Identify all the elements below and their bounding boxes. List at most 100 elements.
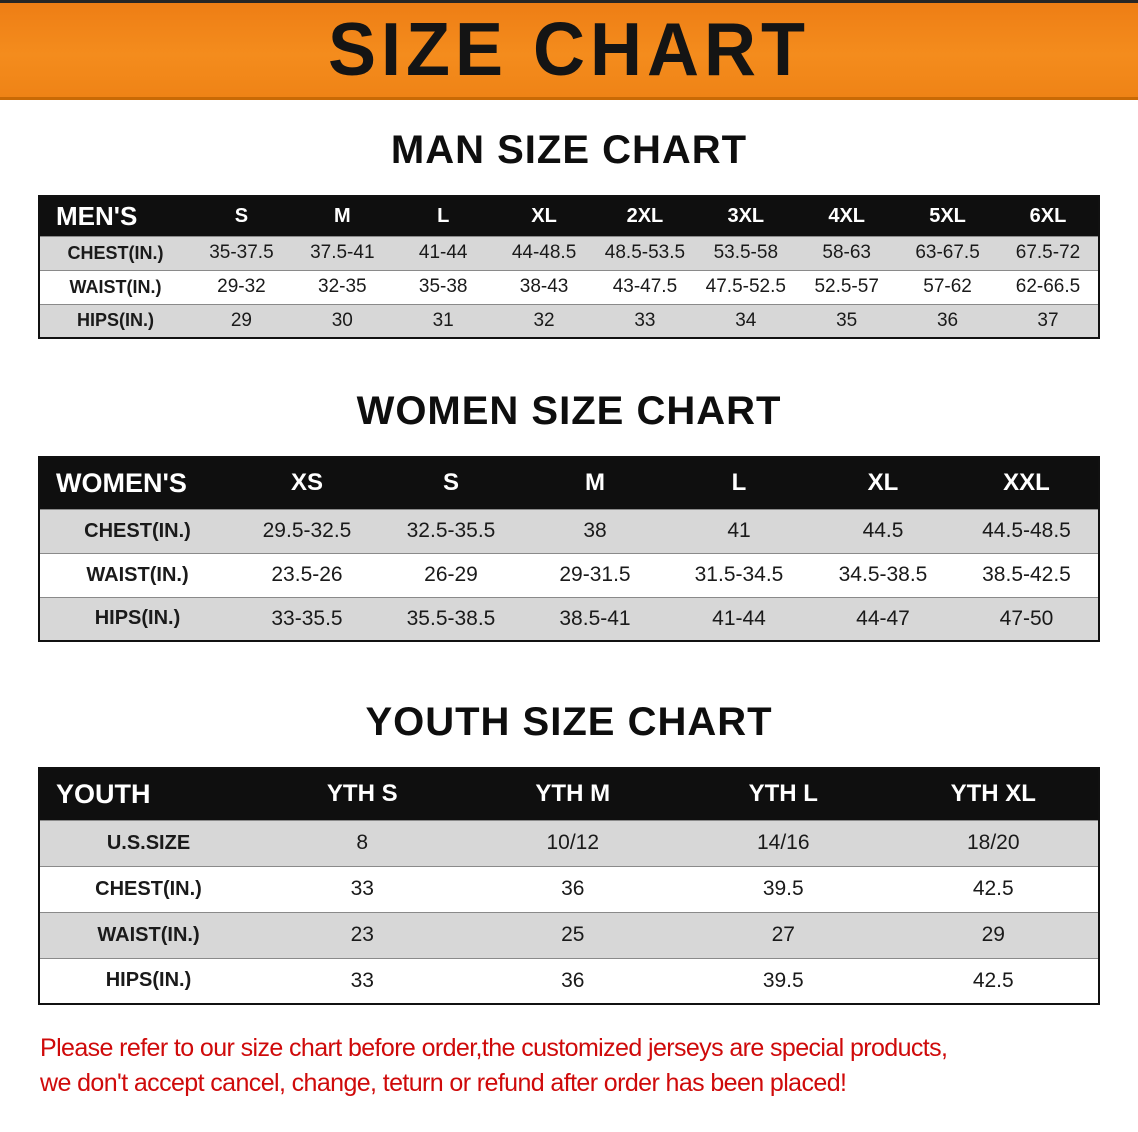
measurement-row: CHEST(IN.) 29.5-32.5 32.5-35.5 38 41 44.5 44.5… [39, 509, 1099, 553]
measurement-row: CHEST(IN.) 33 36 39.5 42.5 [39, 866, 1099, 912]
value-cell: 41 [727, 519, 751, 542]
value-cell: 38 [583, 519, 607, 542]
value-cell: 38.5-42.5 [982, 563, 1071, 586]
size-column-header: L [667, 457, 811, 509]
disclaimer-line-1: Please refer to our size chart before or… [40, 1034, 948, 1062]
value-cell: 36 [561, 968, 585, 992]
value-cell: 44-47 [856, 606, 910, 630]
value-cell: 18/20 [966, 831, 1020, 854]
row-label: WAIST(IN.) [97, 923, 200, 946]
table-title-cell: MEN'S [39, 196, 191, 236]
size-column-header: XL [493, 196, 595, 236]
banner-title: SIZE CHART [328, 8, 810, 93]
size-column-header: 2XL [594, 196, 696, 236]
value-cell: 41-44 [418, 242, 468, 263]
value-cell: 26-29 [424, 563, 478, 586]
disclaimer-line-2: we don't accept cancel, change, teturn o… [40, 1069, 847, 1097]
value-cell: 14/16 [756, 831, 810, 854]
women-section-heading: WOMEN SIZE CHART [356, 389, 782, 433]
row-label: HIPS(IN.) [76, 310, 154, 331]
measurement-row: U.S.SIZE 8 10/12 14/16 18/20 [39, 820, 1099, 866]
size-column-header: M [523, 457, 667, 509]
value-cell: 33-35.5 [271, 606, 343, 630]
disclaimer-note: Please refer to our size chart before or… [40, 1031, 1100, 1101]
table-header-row: YOUTH YTH S YTH M YTH L YTH XL [39, 768, 1099, 820]
size-column-header: YTH L [678, 768, 889, 820]
value-cell: 29.5-32.5 [262, 519, 352, 542]
value-cell: 31.5-34.5 [694, 563, 784, 586]
size-column-header: 4XL [796, 196, 898, 236]
size-column-header: YTH XL [888, 768, 1099, 820]
measurement-row: WAIST(IN.) 29-32 32-35 35-38 38-43 43-47.5 47.… [39, 270, 1099, 304]
value-cell: 47.5-52.5 [705, 276, 786, 297]
measurement-row: WAIST(IN.) 23 25 27 29 [39, 912, 1099, 958]
size-column-header: M [291, 196, 393, 236]
value-cell: 27 [771, 923, 795, 946]
measurement-row: CHEST(IN.) 35-37.5 37.5-41 41-44 44-48.5 48.5… [39, 236, 1099, 270]
men-size-table: MEN'S S M L XL 2XL 3XL 4XL 5XL 6XL CHEST(IN.) 35-37… [38, 195, 1100, 339]
value-cell: 23 [350, 923, 374, 946]
value-cell: 44-48.5 [511, 242, 577, 263]
measurement-row: WAIST(IN.) 23.5-26 26-29 29-31.5 31.5-34.5 34… [39, 553, 1099, 597]
men-size-section: MAN SIZE CHART MEN'S S M L XL 2XL 3XL 4XL 5XL 6XL… [0, 128, 1138, 339]
value-cell: 33 [350, 968, 374, 992]
value-cell: 44.5 [862, 519, 904, 542]
youth-size-table: YOUTH YTH S YTH M YTH L YTH XL U.S.SIZE 8 10/12… [38, 767, 1100, 1005]
value-cell: 34 [735, 309, 757, 331]
row-label: HIPS(IN.) [105, 969, 192, 992]
row-label: WAIST(IN.) [69, 276, 162, 297]
value-cell: 42.5 [972, 968, 1014, 992]
size-column-header: XL [811, 457, 955, 509]
value-cell: 38.5-41 [559, 606, 631, 630]
value-cell: 41-44 [712, 606, 766, 630]
row-label: CHEST(IN.) [67, 242, 164, 263]
value-cell: 29-32 [217, 276, 266, 297]
row-label: HIPS(IN.) [94, 607, 181, 630]
size-column-header: YTH M [467, 768, 678, 820]
value-cell: 33 [634, 309, 656, 331]
value-cell: 63-67.5 [915, 242, 980, 263]
row-label: WAIST(IN.) [86, 563, 189, 586]
table-title-cell: WOMEN'S [39, 457, 235, 509]
size-column-header: L [392, 196, 494, 236]
value-cell: 29 [230, 309, 252, 331]
value-cell: 42.5 [972, 877, 1014, 900]
value-cell: 57-62 [923, 276, 972, 297]
value-cell: 48.5-53.5 [604, 242, 686, 263]
value-cell: 30 [331, 309, 353, 331]
value-cell: 32.5-35.5 [406, 519, 496, 542]
measurement-row: HIPS(IN.) 29 30 31 32 33 34 35 36 37 [39, 304, 1099, 338]
value-cell: 31 [432, 309, 454, 331]
table-title-cell: YOUTH [39, 768, 257, 820]
value-cell: 32 [533, 309, 555, 331]
value-cell: 37.5-41 [310, 242, 375, 263]
value-cell: 38-43 [519, 276, 569, 297]
size-column-header: 6XL [998, 196, 1099, 236]
table-header-row: MEN'S S M L XL 2XL 3XL 4XL 5XL 6XL [39, 196, 1099, 236]
size-column-header: XXL [955, 457, 1099, 509]
youth-section-heading: YOUTH SIZE CHART [365, 700, 773, 744]
value-cell: 43-47.5 [612, 276, 678, 297]
value-cell: 67.5-72 [1015, 242, 1081, 263]
measurement-row: HIPS(IN.) 33-35.5 35.5-38.5 38.5-41 41-44 44-… [39, 597, 1099, 641]
measurement-row: HIPS(IN.) 33 36 39.5 42.5 [39, 958, 1099, 1004]
value-cell: 39.5 [762, 877, 804, 900]
value-cell: 58-63 [822, 242, 871, 263]
youth-size-section: YOUTH SIZE CHART YOUTH YTH S YTH M YTH L YTH… [0, 700, 1138, 1005]
value-cell: 35 [836, 309, 858, 331]
value-cell: 53.5-58 [713, 242, 779, 263]
table-header-row: WOMEN'S XS S M L XL XXL [39, 457, 1099, 509]
size-column-header: S [191, 196, 292, 236]
row-label: U.S.SIZE [106, 831, 191, 854]
value-cell: 44.5-48.5 [982, 519, 1071, 542]
value-cell: 29 [981, 923, 1005, 946]
value-cell: 23.5-26 [271, 563, 343, 586]
value-cell: 37 [1037, 309, 1059, 331]
value-cell: 8 [356, 831, 369, 854]
women-size-table: WOMEN'S XS S M L XL XXL CHEST(IN.) 29.5-32.5 32.5… [38, 456, 1100, 642]
women-size-section: WOMEN SIZE CHART WOMEN'S XS S M L XL XXL CHEST(… [0, 389, 1138, 642]
value-cell: 62-66.5 [1015, 276, 1081, 297]
size-column-header: XS [235, 457, 379, 509]
value-cell: 52.5-57 [814, 276, 879, 297]
